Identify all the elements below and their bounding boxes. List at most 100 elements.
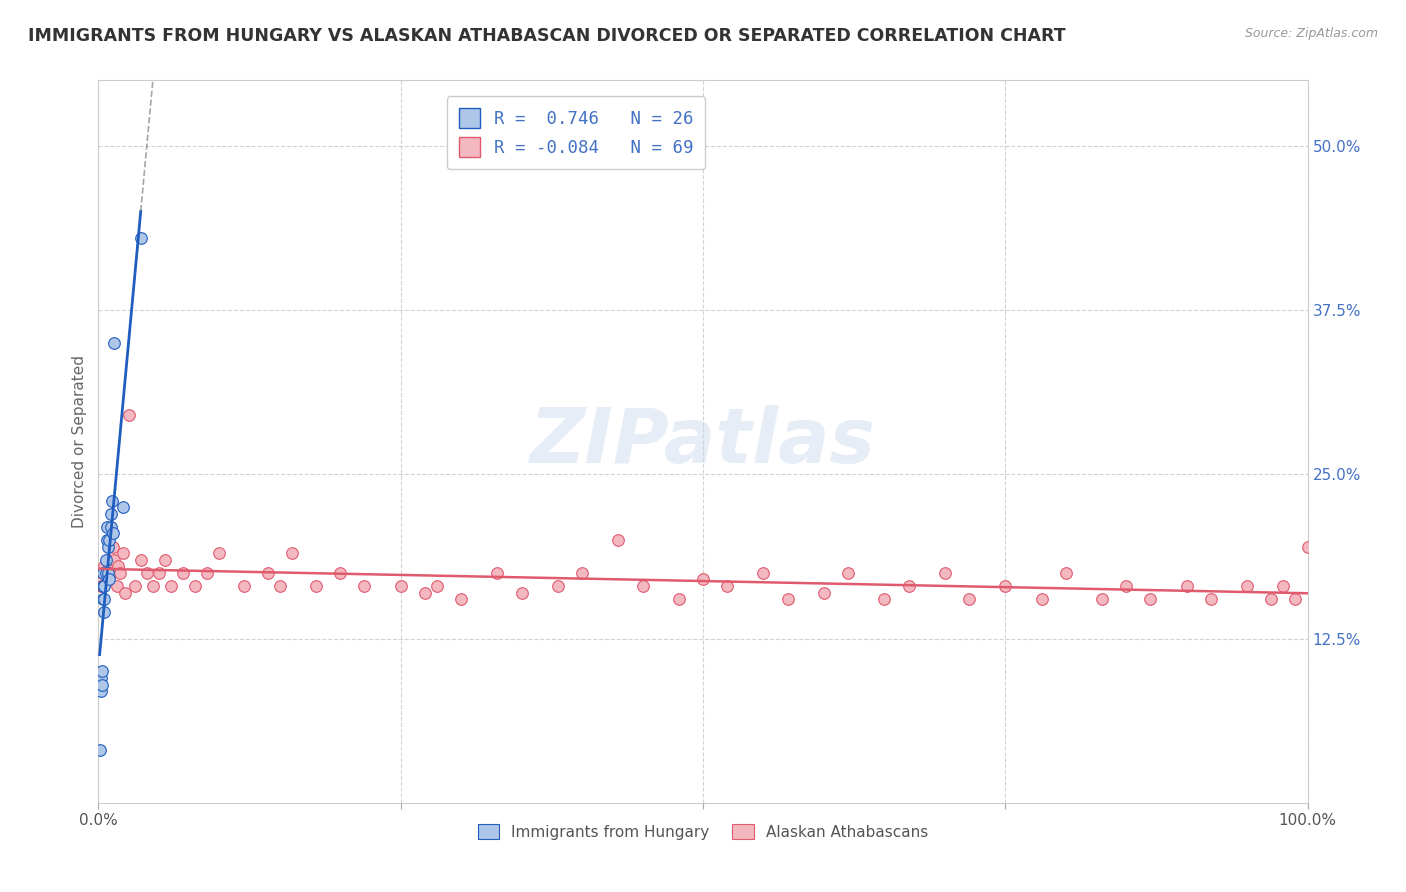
Point — [94, 553, 117, 567]
Point — [98, 533, 121, 547]
Point — [135, 566, 157, 580]
Point — [631, 579, 654, 593]
Point — [1139, 592, 1161, 607]
Point — [486, 566, 509, 580]
Point — [668, 592, 690, 607]
Point — [97, 540, 120, 554]
Point — [897, 579, 920, 593]
Point — [129, 231, 152, 245]
Point — [100, 493, 122, 508]
Point — [90, 579, 112, 593]
Point — [1031, 592, 1053, 607]
Point — [91, 592, 114, 607]
Point — [934, 566, 956, 580]
Point — [305, 579, 328, 593]
Point — [101, 540, 124, 554]
Point — [111, 500, 134, 515]
Point — [105, 579, 128, 593]
Text: ZIPatlas: ZIPatlas — [530, 405, 876, 478]
Point — [195, 566, 218, 580]
Point — [450, 592, 472, 607]
Point — [114, 585, 136, 599]
Point — [107, 559, 129, 574]
Point — [97, 566, 120, 580]
Point — [547, 579, 569, 593]
Point — [184, 579, 207, 593]
Point — [91, 566, 114, 580]
Point — [752, 566, 775, 580]
Point — [776, 592, 799, 607]
Point — [103, 553, 125, 567]
Point — [93, 559, 115, 574]
Point — [100, 507, 122, 521]
Point — [426, 579, 449, 593]
Point — [96, 573, 118, 587]
Point — [994, 579, 1017, 593]
Point — [96, 533, 118, 547]
Point — [94, 566, 117, 580]
Point — [256, 566, 278, 580]
Point — [716, 579, 738, 593]
Point — [510, 585, 533, 599]
Point — [98, 559, 121, 574]
Y-axis label: Divorced or Separated: Divorced or Separated — [72, 355, 87, 528]
Point — [97, 553, 120, 567]
Point — [413, 585, 436, 599]
Point — [108, 566, 131, 580]
Text: IMMIGRANTS FROM HUNGARY VS ALASKAN ATHABASCAN DIVORCED OR SEPARATED CORRELATION : IMMIGRANTS FROM HUNGARY VS ALASKAN ATHAB… — [28, 27, 1066, 45]
Point — [1272, 579, 1295, 593]
Point — [100, 566, 122, 580]
Point — [142, 579, 165, 593]
Point — [153, 553, 176, 567]
Point — [100, 520, 122, 534]
Point — [91, 579, 114, 593]
Point — [90, 684, 112, 698]
Point — [103, 336, 125, 351]
Point — [93, 605, 115, 619]
Point — [94, 566, 117, 580]
Point — [329, 566, 352, 580]
Point — [89, 743, 111, 757]
Point — [148, 566, 170, 580]
Point — [1115, 579, 1137, 593]
Point — [91, 677, 114, 691]
Point — [1296, 540, 1319, 554]
Point — [873, 592, 896, 607]
Point — [1260, 592, 1282, 607]
Point — [232, 579, 254, 593]
Point — [93, 579, 115, 593]
Point — [692, 573, 714, 587]
Point — [1284, 592, 1306, 607]
Point — [93, 592, 115, 607]
Point — [90, 671, 112, 685]
Point — [607, 533, 630, 547]
Point — [101, 526, 124, 541]
Point — [208, 546, 231, 560]
Point — [281, 546, 304, 560]
Point — [1236, 579, 1258, 593]
Legend: Immigrants from Hungary, Alaskan Athabascans: Immigrants from Hungary, Alaskan Athabas… — [471, 818, 935, 846]
Point — [1054, 566, 1077, 580]
Point — [98, 573, 121, 587]
Point — [1091, 592, 1114, 607]
Point — [837, 566, 859, 580]
Point — [160, 579, 183, 593]
Point — [353, 579, 375, 593]
Point — [571, 566, 593, 580]
Point — [118, 409, 141, 423]
Point — [124, 579, 146, 593]
Point — [111, 546, 134, 560]
Point — [389, 579, 412, 593]
Point — [1199, 592, 1222, 607]
Point — [269, 579, 291, 593]
Point — [957, 592, 980, 607]
Point — [172, 566, 194, 580]
Text: Source: ZipAtlas.com: Source: ZipAtlas.com — [1244, 27, 1378, 40]
Point — [96, 520, 118, 534]
Point — [129, 553, 152, 567]
Point — [1175, 579, 1198, 593]
Point — [813, 585, 835, 599]
Point — [91, 665, 114, 679]
Point — [91, 579, 114, 593]
Point — [91, 566, 114, 580]
